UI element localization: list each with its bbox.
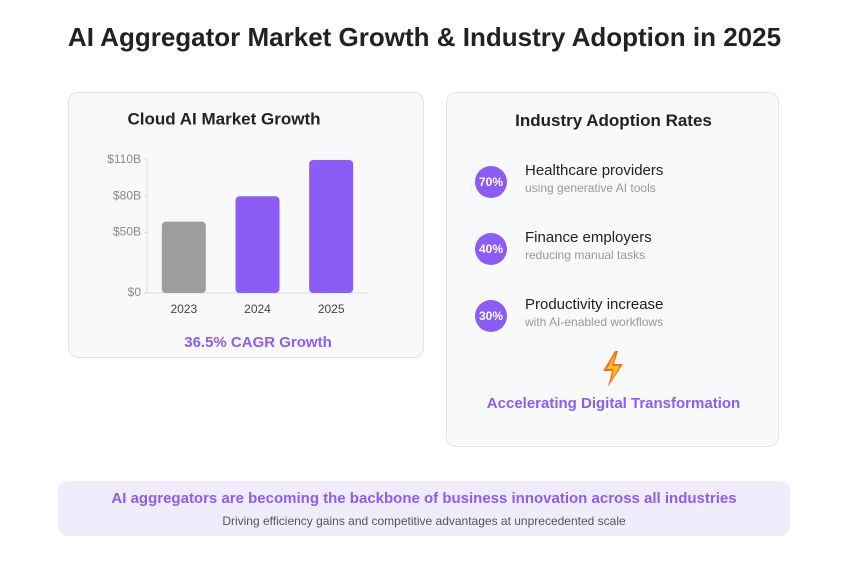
item-detail: reducing manual tasks [525,248,646,262]
banner-headline: AI aggregators are becoming the backbone… [111,490,737,507]
x-tick-label: 2023 [170,302,197,316]
chart-title: Cloud AI Market Growth [128,109,321,128]
bar [309,160,354,293]
item-label: Productivity increase [525,296,664,313]
bar [161,221,206,293]
market-card: Cloud AI Market Growth 36.5% CAGR Growth… [68,92,424,358]
adoption-footer: Accelerating Digital Transformation [486,395,741,412]
item-detail: with AI-enabled workflows [525,315,664,329]
percent-badge: 40% [475,233,507,265]
adoption-title: Industry Adoption Rates [515,111,712,130]
adoption-card: Industry Adoption Rates 70% Healthcare pr… [446,92,779,447]
item-detail: using generative AI tools [525,181,656,195]
x-tick-label: 2025 [318,302,345,316]
chart-annotation: 36.5% CAGR Growth [184,334,332,351]
item-label: Finance employers [525,229,652,246]
y-tick-label: $0 [128,285,142,299]
banner-subtext: Driving efficiency gains and competitive… [222,514,626,528]
x-tick-label: 2024 [244,302,271,316]
percent-badge: 30% [475,300,507,332]
y-tick-label: $80B [113,188,141,202]
y-tick-label: $50B [113,225,141,239]
y-tick-label: $110B [107,152,141,166]
page-title: AI Aggregator Market Growth & Industry A… [67,22,782,52]
banner: AI aggregators are becoming the backbone… [58,481,790,536]
bar [235,196,280,293]
lightning-icon [603,351,623,387]
item-label: Healthcare providers [525,162,664,179]
percent-badge: 70% [475,166,507,198]
chart: Cloud AI Market Growth 36.5% CAGR Growth… [107,109,368,351]
